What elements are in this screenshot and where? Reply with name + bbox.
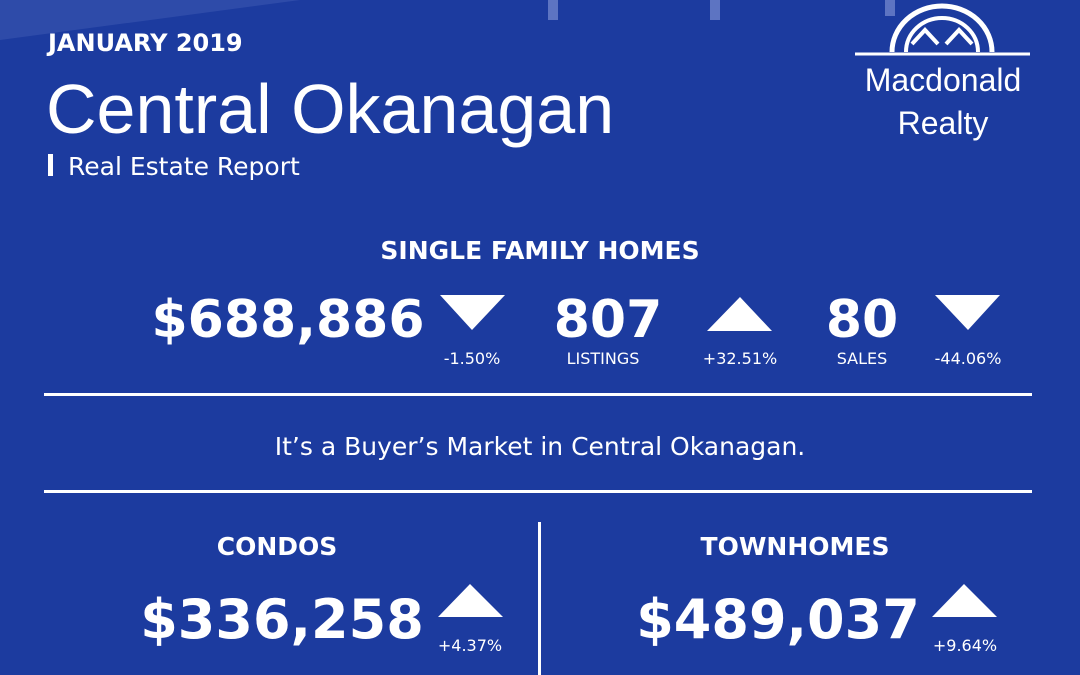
down-arrow <box>935 295 1000 330</box>
change: -44.06% <box>935 349 1002 368</box>
decoration <box>548 0 558 20</box>
down-arrow <box>440 295 505 330</box>
price: $336,258 <box>140 588 424 651</box>
divider <box>44 490 1032 493</box>
sales-count: 80 <box>826 290 898 350</box>
change: -1.50% <box>444 349 501 368</box>
divider <box>538 522 541 675</box>
divider <box>44 393 1032 396</box>
section-heading: SINGLE FAMILY HOMES <box>380 236 699 265</box>
change: +9.64% <box>933 636 997 655</box>
label: LISTINGS <box>567 349 640 368</box>
section-heading: CONDOS <box>217 532 338 561</box>
report-subtitle: Real Estate Report <box>68 152 300 181</box>
change: +32.51% <box>703 349 777 368</box>
logo-text: Realty <box>898 105 989 141</box>
market-note: It’s a Buyer’s Market in Central Okanaga… <box>275 432 806 461</box>
logo-text: Macdonald <box>865 62 1022 98</box>
decoration <box>710 0 720 20</box>
report-date: JANUARY 2019 <box>46 29 243 57</box>
label: SALES <box>837 349 888 368</box>
up-arrow <box>438 584 503 617</box>
logo: Macdonald Realty <box>855 3 1030 141</box>
report-title: Central Okanagan <box>46 70 614 148</box>
section-heading: TOWNHOMES <box>701 532 890 561</box>
decoration <box>0 0 300 40</box>
change: +4.37% <box>438 636 502 655</box>
price: $688,886 <box>151 290 424 350</box>
up-arrow <box>707 297 772 331</box>
listings-count: 807 <box>554 290 663 350</box>
decoration <box>885 0 895 16</box>
price: $489,037 <box>636 588 920 651</box>
accent-bar <box>48 154 53 176</box>
up-arrow <box>932 584 997 617</box>
